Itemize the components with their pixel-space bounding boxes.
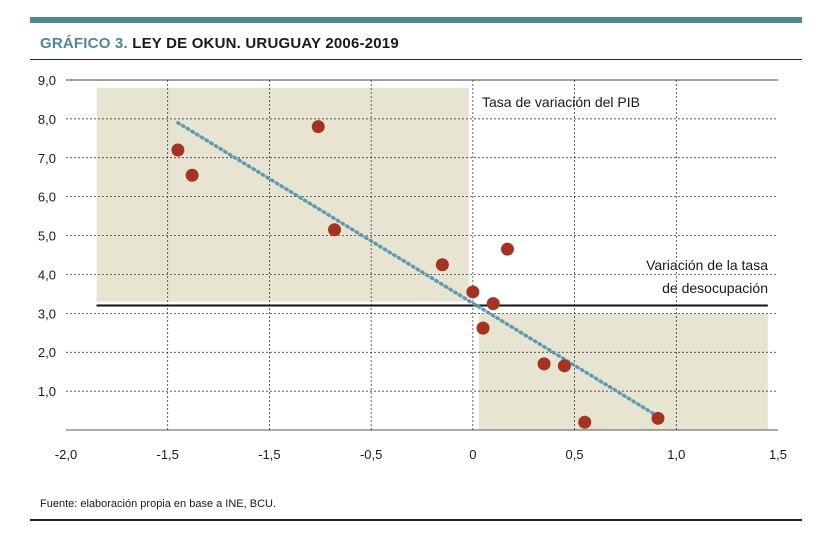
- data-point: [185, 168, 199, 182]
- data-point: [500, 242, 514, 256]
- title-divider: [30, 59, 802, 60]
- data-point: [328, 223, 342, 237]
- header-accent-bar: [30, 17, 802, 23]
- shaded-region-2: [478, 313, 768, 430]
- annotation-gdp: Tasa de variación del PIB: [482, 94, 640, 110]
- x-tick-label: 0: [469, 447, 476, 462]
- data-point: [435, 258, 449, 272]
- data-point: [537, 357, 551, 371]
- figure-title: LEY DE OKUN. URUGUAY 2006-2019: [132, 35, 399, 52]
- trend-line: [176, 121, 660, 419]
- y-tick-label: 2,0: [38, 345, 56, 360]
- data-point: [651, 411, 665, 425]
- x-tick-label: 1,5: [769, 447, 787, 462]
- data-point: [486, 297, 500, 311]
- data-point: [311, 120, 325, 134]
- y-tick-label: 7,0: [38, 151, 56, 166]
- y-tick-label: 3,0: [38, 306, 56, 321]
- shaded-region-1: [96, 87, 469, 302]
- figure-label: GRÁFICO 3.: [40, 35, 128, 52]
- data-point: [557, 359, 571, 373]
- y-tick-label: 8,0: [38, 112, 56, 127]
- data-point: [578, 415, 592, 429]
- x-tick-label: -1,5: [258, 447, 280, 462]
- data-point: [171, 143, 185, 157]
- annotation-unemployment-1: Variación de la tasa: [646, 257, 768, 273]
- x-tick-label: -0,5: [360, 447, 382, 462]
- data-point: [476, 321, 490, 335]
- x-tick-label: 1,0: [667, 447, 685, 462]
- y-tick-label: 6,0: [38, 190, 56, 205]
- footer-divider: [30, 519, 802, 521]
- y-tick-label: 9,0: [38, 73, 56, 88]
- chart-title: GRÁFICO 3. LEY DE OKUN. URUGUAY 2006-201…: [40, 35, 399, 52]
- source-note: Fuente: elaboración propia en base a INE…: [40, 498, 277, 510]
- x-tick-label: -2,0: [55, 447, 77, 462]
- y-tick-label: 4,0: [38, 267, 56, 282]
- y-tick-label: 5,0: [38, 229, 56, 244]
- x-tick-label: -1,5: [157, 447, 179, 462]
- x-tick-label: 0,5: [566, 447, 584, 462]
- data-point: [466, 285, 480, 299]
- annotation-unemployment-2: de desocupación: [662, 280, 768, 296]
- y-tick-label: 1,0: [38, 384, 56, 399]
